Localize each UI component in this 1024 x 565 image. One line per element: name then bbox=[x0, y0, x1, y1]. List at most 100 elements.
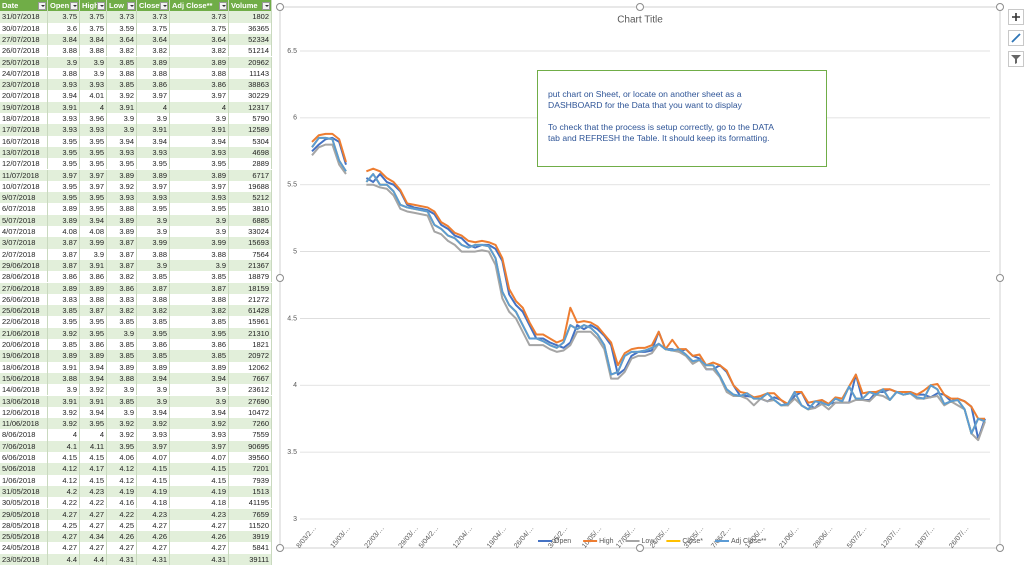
date-cell: 8/06/2018 bbox=[0, 429, 48, 441]
value-cell: 12317 bbox=[229, 101, 272, 113]
value-cell: 7564 bbox=[229, 248, 272, 260]
value-cell: 3.89 bbox=[48, 203, 80, 215]
date-cell: 4/07/2018 bbox=[0, 226, 48, 238]
value-cell: 3.93 bbox=[137, 429, 170, 441]
column-header: Volume bbox=[229, 0, 272, 12]
date-cell: 23/07/2018 bbox=[0, 79, 48, 91]
date-cell: 1/06/2018 bbox=[0, 474, 48, 486]
value-cell: 3.91 bbox=[107, 101, 137, 113]
value-cell: 3810 bbox=[229, 203, 272, 215]
value-cell: 3.97 bbox=[80, 180, 107, 193]
value-cell: 3.88 bbox=[137, 293, 170, 306]
value-cell: 4.27 bbox=[48, 531, 80, 543]
value-cell: 4.25 bbox=[48, 519, 80, 532]
value-cell: 4.4 bbox=[80, 553, 107, 565]
value-cell: 3.95 bbox=[48, 135, 80, 147]
resize-handle[interactable] bbox=[636, 3, 644, 11]
filter-button[interactable] bbox=[70, 1, 78, 10]
filter-button[interactable] bbox=[97, 1, 105, 10]
value-cell: 4.07 bbox=[170, 452, 229, 464]
filter-button[interactable] bbox=[38, 1, 46, 10]
value-cell: 3.86 bbox=[137, 339, 170, 351]
value-cell: 3.82 bbox=[107, 305, 137, 317]
value-cell: 3.88 bbox=[80, 293, 107, 306]
value-cell: 3.92 bbox=[170, 418, 229, 430]
value-cell: 3.89 bbox=[80, 350, 107, 362]
value-cell: 4.2 bbox=[48, 485, 80, 498]
value-cell: 3.87 bbox=[48, 237, 80, 249]
value-cell: 15693 bbox=[229, 237, 272, 249]
value-cell: 4.27 bbox=[48, 542, 80, 554]
value-cell: 3.86 bbox=[107, 282, 137, 294]
value-cell: 3.94 bbox=[80, 361, 107, 373]
value-cell: 3.95 bbox=[137, 327, 170, 339]
resize-handle[interactable] bbox=[276, 544, 284, 552]
value-cell: 3.91 bbox=[137, 124, 170, 136]
value-cell: 3.88 bbox=[107, 203, 137, 215]
value-cell: 3.95 bbox=[80, 327, 107, 339]
value-cell: 3.95 bbox=[48, 146, 80, 159]
value-cell: 3.9 bbox=[170, 384, 229, 396]
value-cell: 4.15 bbox=[137, 463, 170, 475]
date-cell: 18/06/2018 bbox=[0, 361, 48, 373]
resize-handle[interactable] bbox=[996, 274, 1004, 282]
value-cell: 3.95 bbox=[48, 316, 80, 328]
value-cell: 4698 bbox=[229, 146, 272, 159]
note-text: To check that the process is setup corre… bbox=[548, 122, 774, 143]
value-cell: 3.94 bbox=[80, 406, 107, 419]
value-cell: 3.89 bbox=[170, 169, 229, 181]
value-cell: 3.89 bbox=[107, 361, 137, 373]
data-table: Date Open High Low Close* Adj Close** Volume 31… bbox=[0, 0, 280, 565]
value-cell: 3.85 bbox=[170, 350, 229, 362]
chart-elements-button[interactable] bbox=[1008, 9, 1024, 25]
date-cell: 27/06/2018 bbox=[0, 282, 48, 294]
chart-filters-button[interactable] bbox=[1008, 51, 1024, 67]
value-cell: 3.94 bbox=[170, 372, 229, 385]
filter-button[interactable] bbox=[127, 1, 135, 10]
value-cell: 4.19 bbox=[170, 485, 229, 498]
filter-button[interactable] bbox=[219, 1, 227, 10]
value-cell: 7559 bbox=[229, 429, 272, 441]
value-cell: 3.88 bbox=[170, 248, 229, 260]
value-cell: 1513 bbox=[229, 485, 272, 498]
resize-handle[interactable] bbox=[636, 544, 644, 552]
value-cell: 3.95 bbox=[137, 158, 170, 170]
value-cell: 3919 bbox=[229, 531, 272, 543]
value-cell: 2889 bbox=[229, 158, 272, 170]
resize-handle[interactable] bbox=[276, 3, 284, 11]
value-cell: 4.15 bbox=[48, 452, 80, 464]
date-cell: 15/06/2018 bbox=[0, 372, 48, 385]
resize-handle[interactable] bbox=[276, 274, 284, 282]
date-cell: 25/07/2018 bbox=[0, 56, 48, 68]
value-cell: 4.4 bbox=[48, 553, 80, 565]
value-cell: 3.92 bbox=[48, 327, 80, 339]
value-cell: 4 bbox=[80, 101, 107, 113]
chart-styles-button[interactable] bbox=[1008, 30, 1024, 46]
value-cell: 3.6 bbox=[48, 22, 80, 34]
value-cell: 3.88 bbox=[48, 372, 80, 385]
value-cell: 3.73 bbox=[170, 11, 229, 23]
value-cell: 3.93 bbox=[48, 79, 80, 91]
column-header: Date bbox=[0, 0, 48, 12]
filter-button[interactable] bbox=[262, 1, 270, 10]
value-cell: 3.95 bbox=[137, 203, 170, 215]
filter-button[interactable] bbox=[160, 1, 168, 10]
date-cell: 28/05/2018 bbox=[0, 519, 48, 532]
value-cell: 3.85 bbox=[107, 316, 137, 328]
date-cell: 6/07/2018 bbox=[0, 203, 48, 215]
date-cell: 23/05/2018 bbox=[0, 553, 48, 565]
value-cell: 4.27 bbox=[137, 519, 170, 532]
resize-handle[interactable] bbox=[996, 3, 1004, 11]
value-cell: 3.89 bbox=[80, 282, 107, 294]
value-cell: 4.18 bbox=[137, 497, 170, 509]
value-cell: 4.27 bbox=[80, 519, 107, 532]
resize-handle[interactable] bbox=[996, 544, 1004, 552]
value-cell: 15961 bbox=[229, 316, 272, 328]
value-cell: 3.94 bbox=[80, 214, 107, 226]
value-cell: 3.91 bbox=[48, 361, 80, 373]
value-cell: 3.87 bbox=[48, 259, 80, 272]
value-cell: 3.95 bbox=[48, 192, 80, 204]
filter-icon bbox=[1011, 55, 1021, 64]
value-cell: 4.18 bbox=[170, 497, 229, 509]
